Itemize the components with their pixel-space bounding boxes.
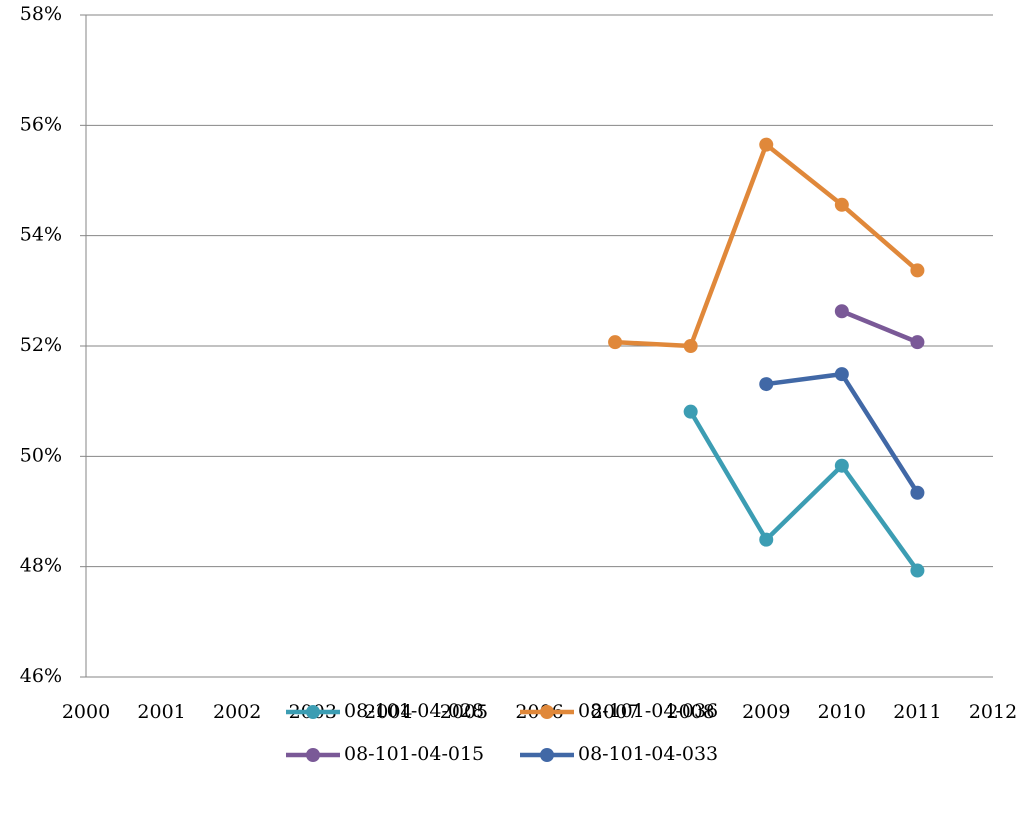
data-point (834, 367, 849, 382)
data-point (759, 377, 774, 392)
data-point (910, 263, 925, 278)
data-point (759, 532, 774, 547)
x-tick-label: 2001 (137, 701, 185, 723)
x-tick-label: 2009 (742, 701, 790, 723)
x-tick-label: 2004 (364, 701, 412, 723)
y-tick-label: 50% (20, 444, 62, 466)
legend-marker (540, 705, 554, 719)
y-tick-label: 46% (20, 665, 62, 687)
x-tick-label: 2000 (62, 701, 110, 723)
y-tick-label: 54% (20, 224, 62, 246)
legend-marker (306, 748, 320, 762)
x-tick-label: 2002 (213, 701, 261, 723)
series-line (765, 371, 920, 494)
data-point (910, 485, 925, 500)
y-tick-label: 58% (20, 3, 62, 25)
y-tick-label: 48% (20, 555, 62, 577)
x-tick-label: 2007 (591, 701, 639, 723)
data-point (834, 458, 849, 473)
data-point (834, 304, 849, 319)
x-tick-label: 2008 (666, 701, 714, 723)
data-point (834, 197, 849, 212)
legend-marker (306, 705, 320, 719)
legend-label: 08-101-04-033 (578, 743, 718, 765)
y-tick-label: 56% (20, 113, 62, 135)
x-tick-label: 2010 (818, 701, 866, 723)
legend-label: 08-101-04-015 (344, 743, 484, 765)
legend-marker (540, 748, 554, 762)
data-point (910, 335, 925, 350)
series-line (614, 142, 919, 349)
series-line (840, 309, 919, 345)
data-point (759, 137, 774, 152)
x-tick-label: 2011 (893, 701, 941, 723)
data-point (683, 339, 698, 353)
legend-label: 08-101-04-028 (344, 700, 484, 722)
y-tick-label: 52% (20, 334, 62, 356)
data-point (910, 563, 925, 578)
data-point (683, 404, 698, 419)
legend-label: 08-101-04-036 (578, 700, 718, 722)
data-point (608, 335, 623, 350)
series-line (688, 410, 920, 572)
x-tick-label: 2005 (440, 701, 488, 723)
x-tick-label: 2012 (969, 701, 1017, 723)
